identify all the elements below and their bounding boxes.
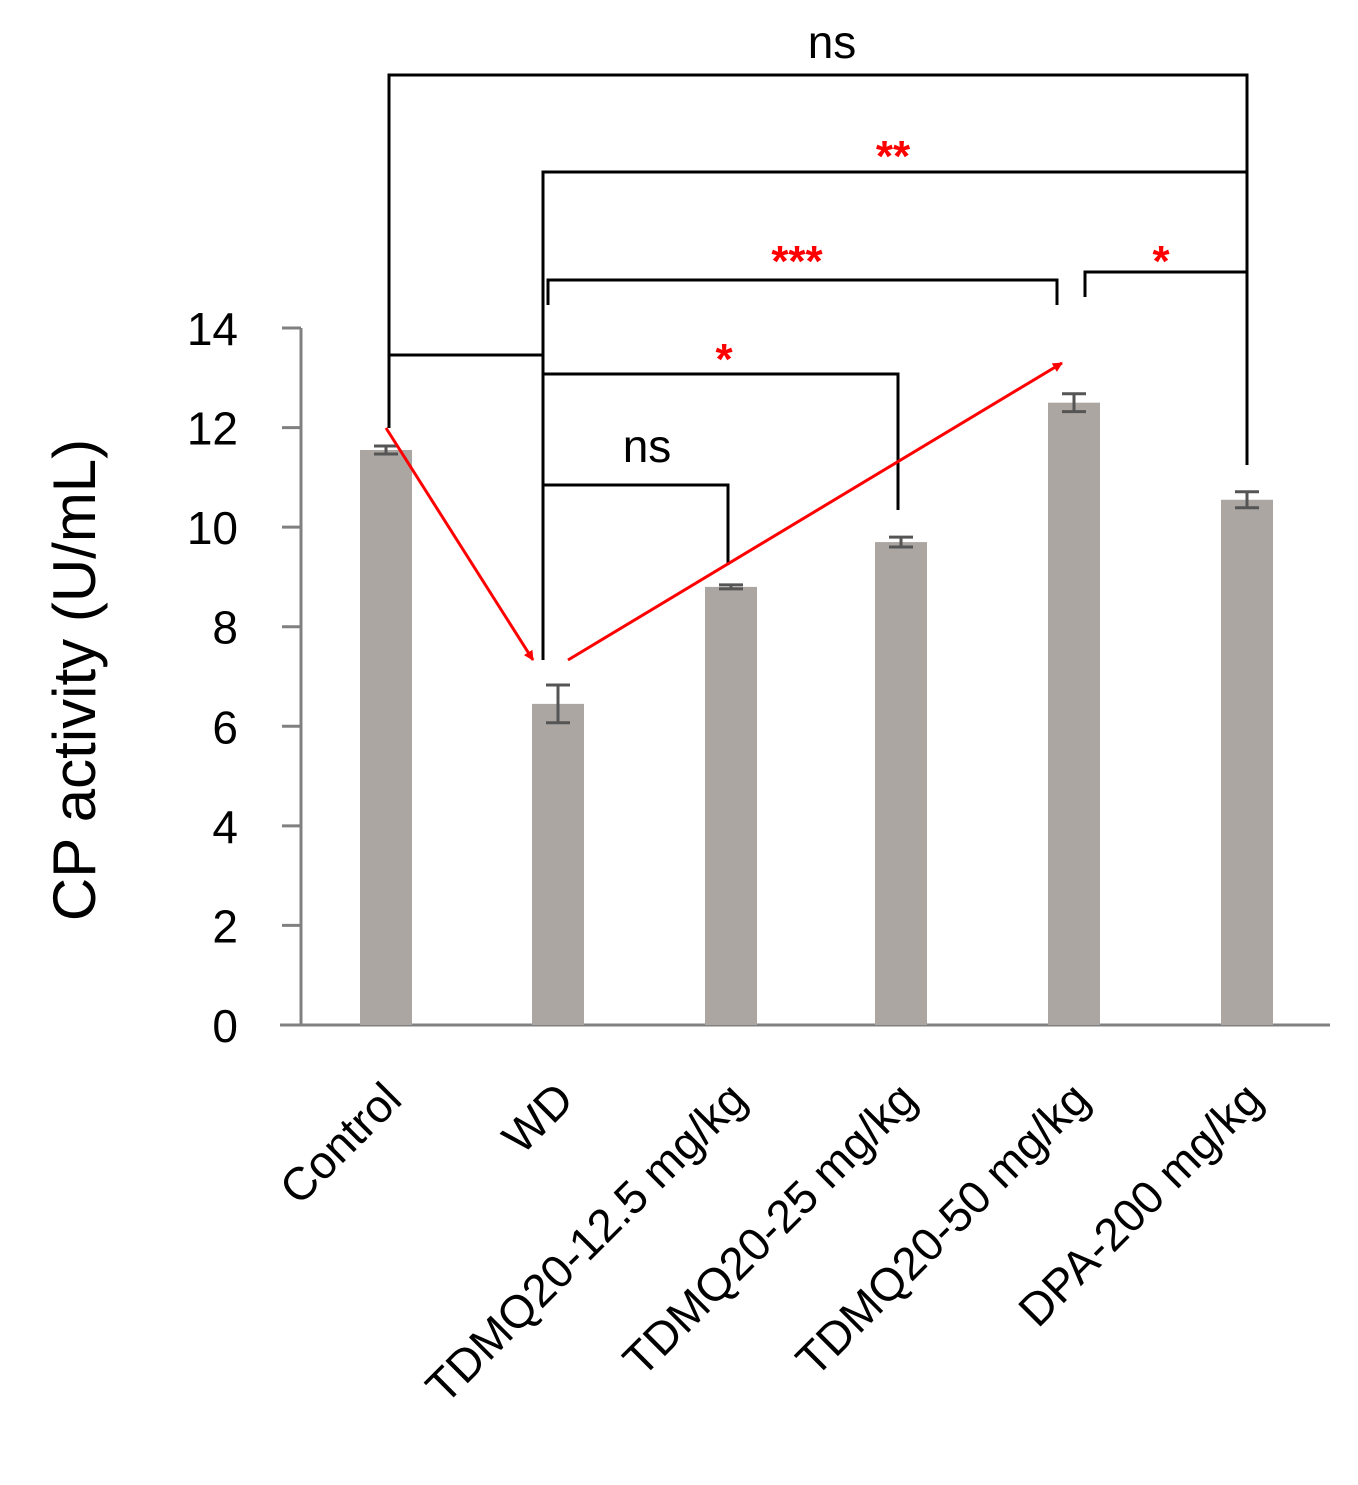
significance-bracket: [541, 170, 1249, 500]
y-tick-label: 4: [212, 801, 238, 853]
y-tick-label: 8: [212, 602, 238, 654]
error-bars: [374, 392, 1259, 725]
significance-label: ns: [808, 16, 857, 68]
significance-label: *: [1152, 237, 1170, 286]
bars: [360, 402, 1273, 1026]
y-tick-label: 2: [212, 900, 238, 952]
bar: [1048, 402, 1100, 1025]
significance-bracket: [541, 483, 730, 565]
significance-bracket: [541, 372, 900, 660]
y-tick-label: 0: [212, 1000, 238, 1052]
trend-arrow: [384, 427, 535, 661]
significance-label: *: [715, 335, 733, 384]
trend-arrow: [567, 361, 1063, 662]
significance-label: ***: [771, 237, 823, 286]
trend-arrows: [384, 361, 1063, 662]
x-tick-label: Control: [269, 1072, 411, 1214]
significance-bracket: [1083, 270, 1249, 465]
significance-label: **: [876, 132, 911, 181]
y-tick-label: 10: [187, 502, 238, 554]
significance-bracket: [546, 278, 1059, 305]
significance-label: ns: [623, 420, 672, 472]
x-tick-label: TDMQ20-50 mg/kg: [786, 1072, 1099, 1385]
y-tick-label: 14: [187, 303, 238, 355]
bar: [532, 703, 584, 1025]
x-tick-label: WD: [492, 1072, 583, 1163]
bar: [1221, 499, 1273, 1025]
control-wd-bracket: [387, 353, 543, 428]
bar: [705, 586, 757, 1025]
y-axis-title: CP activity (U/mL): [41, 439, 108, 921]
bar: [360, 449, 412, 1026]
x-tick-label: TDMQ20-25 mg/kg: [613, 1072, 926, 1385]
bar: [875, 542, 927, 1025]
y-tick-label: 6: [212, 701, 238, 753]
y-tick-label: 12: [187, 403, 238, 455]
x-tick-label: TDMQ20-12.5 mg/kg: [416, 1072, 756, 1412]
significance-brackets: ns**** ***ns: [387, 16, 1249, 660]
significance-bracket: [387, 73, 1249, 428]
